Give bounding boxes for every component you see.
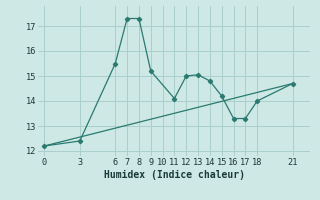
X-axis label: Humidex (Indice chaleur): Humidex (Indice chaleur) [104,170,245,180]
